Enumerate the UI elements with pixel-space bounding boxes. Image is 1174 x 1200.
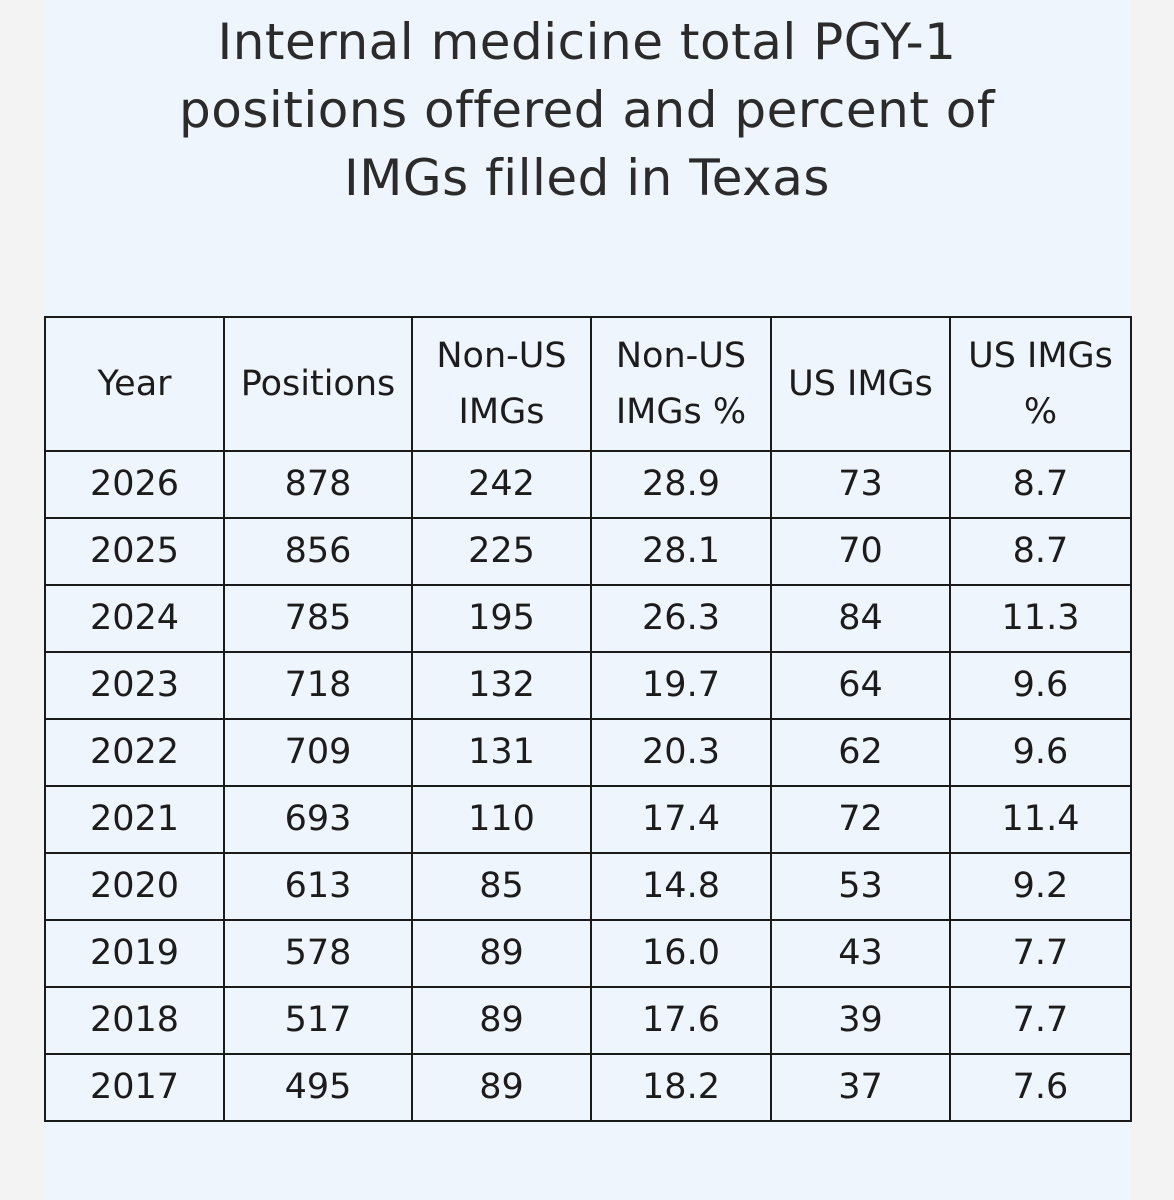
cell-positions: 613 [223, 852, 413, 921]
cell-positions: 578 [223, 919, 413, 988]
cell-year: 2023 [44, 651, 225, 720]
header-label: Positions [240, 364, 396, 404]
cell-us-imgs-percent: 7.7 [949, 919, 1132, 988]
header-label: Non-US [436, 336, 567, 376]
title-line: Internal medicine total PGY-1 [217, 13, 957, 71]
cell-us-imgs: 64 [770, 651, 951, 720]
header-positions: Positions [223, 316, 413, 452]
cell-non-us-imgs: 131 [411, 718, 592, 787]
cell-non-us-imgs: 89 [411, 986, 592, 1055]
cell-positions: 495 [223, 1053, 413, 1122]
cell-us-imgs-percent: 11.4 [949, 785, 1132, 854]
table-row: 2020 613 85 14.8 53 9.2 [44, 852, 1132, 921]
cell-year: 2017 [44, 1053, 225, 1122]
cell-us-imgs-percent: 9.6 [949, 718, 1132, 787]
cell-positions: 878 [223, 450, 413, 519]
header-label: US IMGs [788, 364, 933, 404]
header-label: % [1023, 392, 1058, 432]
title-line: IMGs filled in Texas [344, 149, 830, 207]
cell-year: 2025 [44, 517, 225, 586]
header-non-us-imgs-percent: Non-US IMGs % [590, 316, 772, 452]
cell-year: 2020 [44, 852, 225, 921]
cell-positions: 517 [223, 986, 413, 1055]
cell-positions: 718 [223, 651, 413, 720]
cell-us-imgs: 39 [770, 986, 951, 1055]
cell-us-imgs-percent: 9.6 [949, 651, 1132, 720]
cell-non-us-imgs-percent: 18.2 [590, 1053, 772, 1122]
cell-positions: 709 [223, 718, 413, 787]
cell-non-us-imgs: 225 [411, 517, 592, 586]
cell-us-imgs: 37 [770, 1053, 951, 1122]
table-row: 2018 517 89 17.6 39 7.7 [44, 986, 1132, 1055]
table-row: 2023 718 132 19.7 64 9.6 [44, 651, 1132, 720]
cell-non-us-imgs: 195 [411, 584, 592, 653]
table-row: 2024 785 195 26.3 84 11.3 [44, 584, 1132, 653]
cell-us-imgs: 84 [770, 584, 951, 653]
header-label: US IMGs [968, 336, 1113, 376]
cell-year: 2022 [44, 718, 225, 787]
cell-positions: 693 [223, 785, 413, 854]
table-row: 2022 709 131 20.3 62 9.6 [44, 718, 1132, 787]
cell-non-us-imgs-percent: 28.1 [590, 517, 772, 586]
header-label: IMGs [458, 392, 545, 432]
cell-year: 2018 [44, 986, 225, 1055]
cell-us-imgs-percent: 11.3 [949, 584, 1132, 653]
cell-non-us-imgs-percent: 19.7 [590, 651, 772, 720]
cell-year: 2021 [44, 785, 225, 854]
cell-positions: 856 [223, 517, 413, 586]
cell-non-us-imgs-percent: 17.6 [590, 986, 772, 1055]
cell-us-imgs-percent: 8.7 [949, 450, 1132, 519]
header-year: Year [44, 316, 225, 452]
page-title: Internal medicine total PGY-1 positions … [44, 8, 1130, 212]
cell-us-imgs: 70 [770, 517, 951, 586]
header-label: Non-US [615, 336, 747, 376]
cell-positions: 785 [223, 584, 413, 653]
cell-us-imgs-percent: 9.2 [949, 852, 1132, 921]
table-row: 2025 856 225 28.1 70 8.7 [44, 517, 1132, 586]
cell-non-us-imgs: 85 [411, 852, 592, 921]
header-row: Year Positions Non-US IMGs Non-US IMGs %… [44, 316, 1132, 452]
header-us-imgs: US IMGs [770, 316, 951, 452]
cell-us-imgs: 73 [770, 450, 951, 519]
cell-non-us-imgs-percent: 16.0 [590, 919, 772, 988]
header-non-us-imgs: Non-US IMGs [411, 316, 592, 452]
table-row: 2017 495 89 18.2 37 7.6 [44, 1053, 1132, 1122]
header-label: IMGs % [615, 392, 747, 432]
cell-us-imgs: 62 [770, 718, 951, 787]
cell-non-us-imgs: 89 [411, 919, 592, 988]
header-label: Year [97, 364, 172, 404]
table-row: 2026 878 242 28.9 73 8.7 [44, 450, 1132, 519]
cell-non-us-imgs: 242 [411, 450, 592, 519]
cell-non-us-imgs-percent: 26.3 [590, 584, 772, 653]
cell-non-us-imgs: 110 [411, 785, 592, 854]
cell-year: 2026 [44, 450, 225, 519]
cell-year: 2019 [44, 919, 225, 988]
cell-us-imgs-percent: 8.7 [949, 517, 1132, 586]
cell-non-us-imgs: 132 [411, 651, 592, 720]
cell-us-imgs-percent: 7.6 [949, 1053, 1132, 1122]
table-row: 2019 578 89 16.0 43 7.7 [44, 919, 1132, 988]
title-line: positions offered and percent of [179, 81, 995, 139]
cell-us-imgs-percent: 7.7 [949, 986, 1132, 1055]
data-table: Year Positions Non-US IMGs Non-US IMGs %… [44, 316, 1132, 1122]
cell-non-us-imgs-percent: 28.9 [590, 450, 772, 519]
cell-non-us-imgs: 89 [411, 1053, 592, 1122]
table-row: 2021 693 110 17.4 72 11.4 [44, 785, 1132, 854]
cell-year: 2024 [44, 584, 225, 653]
cell-non-us-imgs-percent: 20.3 [590, 718, 772, 787]
cell-us-imgs: 43 [770, 919, 951, 988]
cell-us-imgs: 72 [770, 785, 951, 854]
cell-us-imgs: 53 [770, 852, 951, 921]
cell-non-us-imgs-percent: 17.4 [590, 785, 772, 854]
header-us-imgs-percent: US IMGs % [949, 316, 1132, 452]
cell-non-us-imgs-percent: 14.8 [590, 852, 772, 921]
